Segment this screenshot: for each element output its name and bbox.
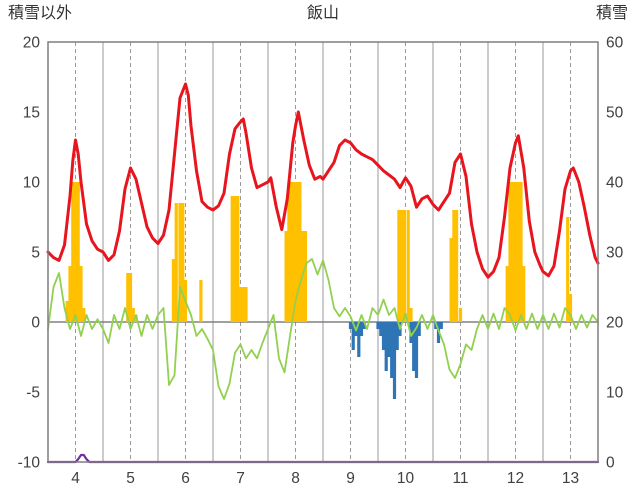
svg-text:0: 0 <box>31 315 40 332</box>
svg-text:4: 4 <box>71 470 80 487</box>
svg-text:7: 7 <box>236 470 245 487</box>
svg-text:10: 10 <box>397 470 415 487</box>
blue-bars-series <box>348 322 443 399</box>
svg-text:15: 15 <box>23 105 40 122</box>
orange-bars-series <box>65 182 573 322</box>
svg-text:10: 10 <box>606 385 624 402</box>
svg-text:-10: -10 <box>18 455 41 472</box>
svg-text:40: 40 <box>606 175 624 192</box>
svg-text:11: 11 <box>452 470 468 487</box>
left-axis-ticks: 20 15 10 5 0 -5 -10 <box>18 35 41 472</box>
svg-text:50: 50 <box>606 105 624 122</box>
red-line-series <box>46 82 600 279</box>
left-axis-title: 積雪以外 <box>8 5 73 22</box>
right-axis-title: 積雪 <box>595 5 628 22</box>
svg-text:9: 9 <box>346 470 355 487</box>
svg-text:-5: -5 <box>26 385 40 402</box>
svg-text:5: 5 <box>31 245 40 262</box>
x-axis-ticks: 4 5 6 7 8 9 10 11 12 13 <box>71 470 579 487</box>
svg-text:10: 10 <box>23 175 41 192</box>
svg-text:60: 60 <box>606 35 624 52</box>
plot-border <box>47 41 599 463</box>
right-axis-ticks: 60 50 40 30 20 10 0 <box>606 35 624 472</box>
svg-text:6: 6 <box>181 470 190 487</box>
green-line-series <box>47 258 599 400</box>
svg-text:12: 12 <box>507 470 524 487</box>
svg-text:13: 13 <box>562 470 579 487</box>
svg-text:8: 8 <box>291 470 300 487</box>
svg-text:30: 30 <box>606 245 624 262</box>
svg-text:0: 0 <box>606 455 615 472</box>
chart-title: 飯山 <box>306 5 339 22</box>
svg-text:20: 20 <box>23 35 41 52</box>
svg-text:5: 5 <box>126 470 135 487</box>
svg-text:20: 20 <box>606 315 624 332</box>
gridlines <box>48 42 598 462</box>
